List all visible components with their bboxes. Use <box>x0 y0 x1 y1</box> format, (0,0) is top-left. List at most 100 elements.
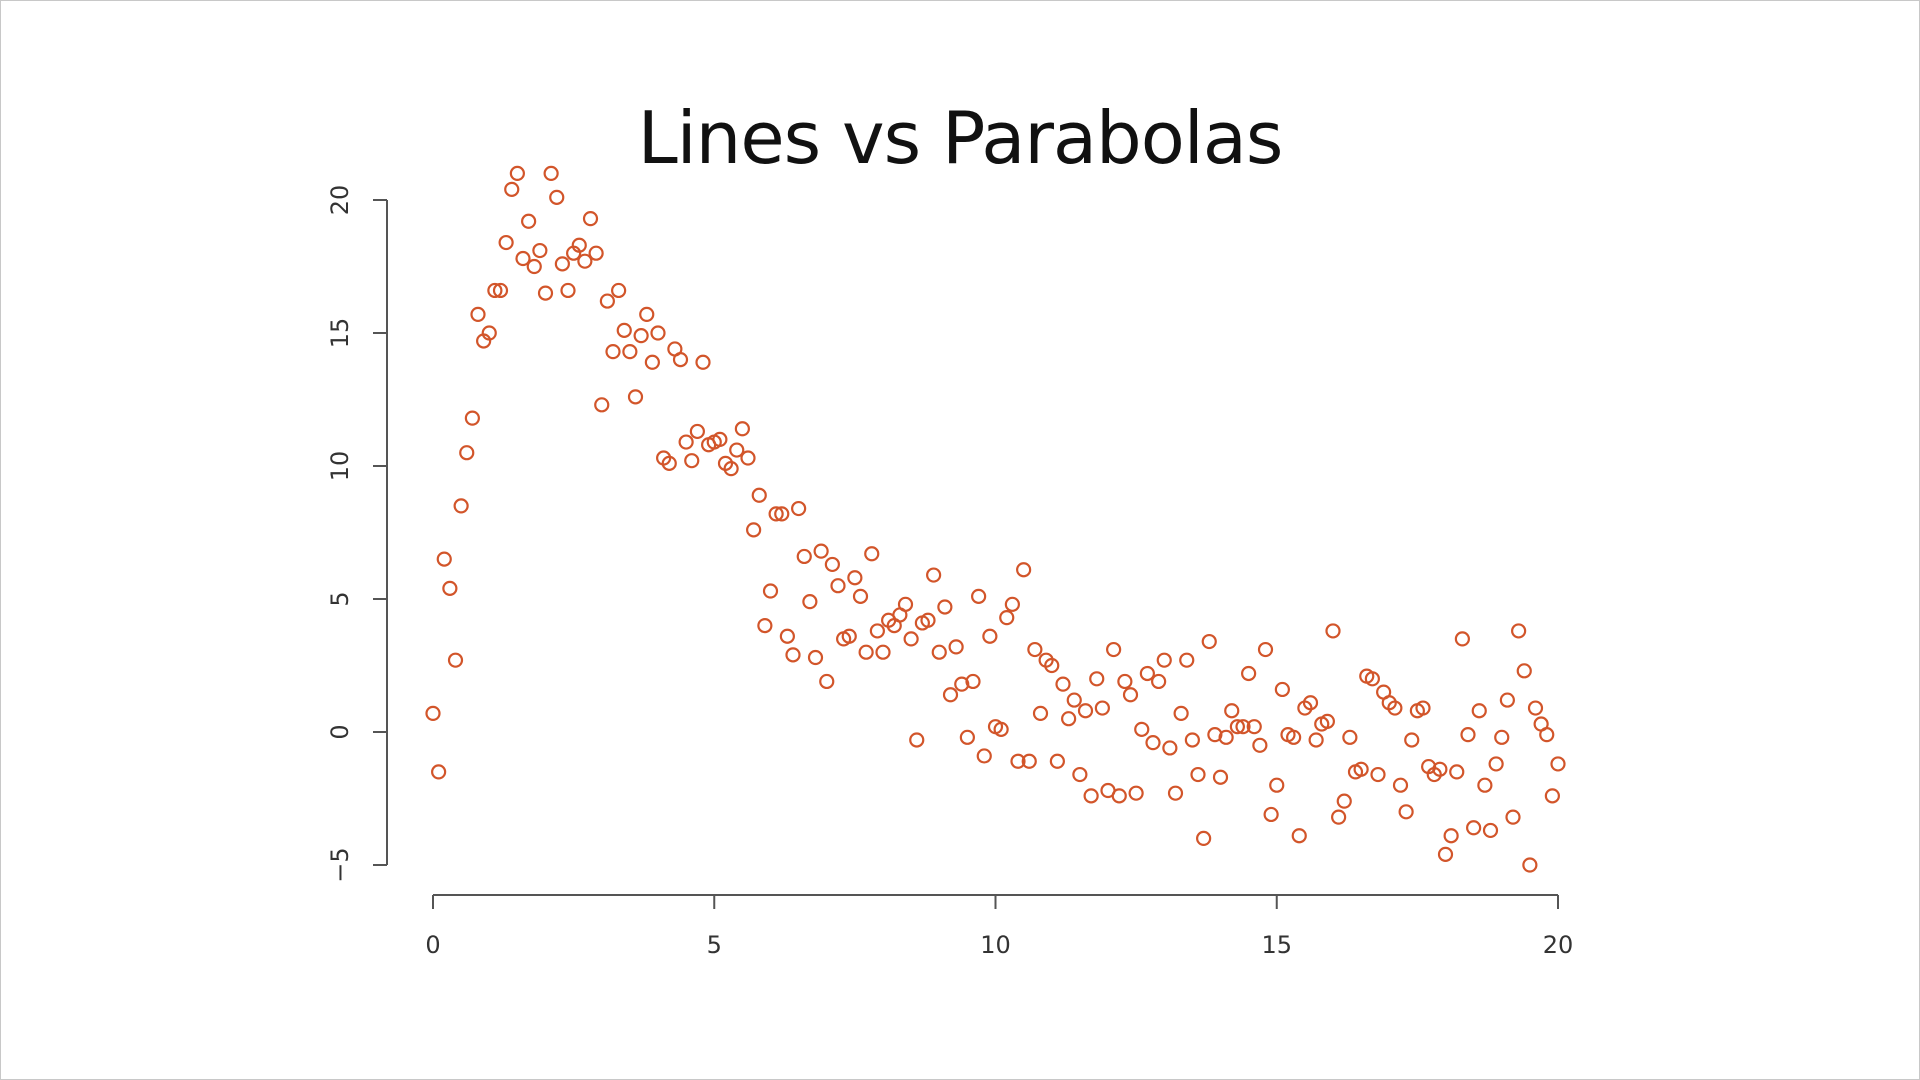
data-point <box>1291 828 1307 844</box>
data-point <box>1094 700 1110 716</box>
data-point <box>1201 633 1217 650</box>
data-point <box>1122 687 1139 703</box>
data-point <box>785 647 801 663</box>
data-point <box>1252 737 1268 753</box>
data-point <box>1173 705 1189 721</box>
chart-title: Lines vs Parabolas <box>637 96 1284 180</box>
data-point <box>453 498 469 514</box>
data-point <box>487 282 503 299</box>
data-point <box>847 570 863 586</box>
data-point <box>819 673 835 690</box>
data-point <box>734 421 750 437</box>
data-point <box>1415 700 1431 716</box>
data-point <box>425 705 441 721</box>
data-point <box>1494 729 1510 745</box>
data-point <box>1061 711 1077 727</box>
data-point <box>1331 809 1347 825</box>
data-point <box>791 500 807 517</box>
data-point <box>1539 727 1555 743</box>
data-point <box>504 181 520 197</box>
data-point <box>1449 764 1465 780</box>
data-point <box>1156 652 1172 668</box>
data-point <box>1077 703 1094 719</box>
data-point <box>1319 713 1335 729</box>
data-point <box>1505 809 1521 825</box>
data-point <box>1302 695 1319 711</box>
data-point <box>1139 665 1155 682</box>
data-point <box>1482 822 1499 839</box>
data-point <box>982 628 998 644</box>
data-point <box>521 213 537 229</box>
data-point <box>807 649 824 666</box>
data-point <box>1241 665 1257 682</box>
data-point <box>436 551 452 567</box>
data-point <box>864 546 880 562</box>
y-tick-label: 0 <box>326 724 354 739</box>
data-point <box>1477 777 1493 793</box>
data-point <box>464 410 480 426</box>
data-point <box>1432 761 1448 777</box>
data-point <box>644 354 660 370</box>
data-point <box>723 461 739 477</box>
data-point <box>1437 846 1454 862</box>
data-point <box>515 250 531 267</box>
x-tick-label: 5 <box>707 931 722 959</box>
data-point <box>948 639 964 655</box>
data-point <box>661 455 677 471</box>
data-point <box>1145 735 1161 751</box>
data-point <box>616 322 632 338</box>
data-point <box>1392 777 1409 793</box>
data-point <box>999 610 1015 626</box>
data-point <box>1066 692 1082 708</box>
data-point <box>897 596 914 612</box>
data-point <box>751 487 767 503</box>
data-point <box>611 282 627 299</box>
data-point <box>1016 562 1032 578</box>
x-tick-label: 0 <box>425 931 440 959</box>
data-point <box>1499 692 1515 708</box>
data-point <box>813 543 829 559</box>
data-point <box>1246 719 1262 735</box>
data-point <box>650 325 666 341</box>
data-point <box>1179 652 1195 668</box>
data-point <box>802 594 818 610</box>
data-point <box>560 282 576 299</box>
data-point <box>1550 756 1566 772</box>
data-point <box>549 189 565 205</box>
data-point <box>1032 705 1049 721</box>
y-tick-label: 5 <box>326 591 354 606</box>
data-point <box>1083 788 1099 804</box>
data-point <box>1511 623 1527 639</box>
data-point <box>757 617 773 634</box>
data-point <box>1049 753 1065 769</box>
data-point <box>1342 729 1358 745</box>
data-point <box>1308 732 1324 748</box>
data-point <box>470 306 486 322</box>
data-point <box>1151 673 1167 690</box>
data-point <box>1387 700 1403 716</box>
data-point <box>1190 766 1206 783</box>
x-tick-label: 15 <box>1261 931 1292 959</box>
y-tick-label: 10 <box>326 451 354 482</box>
data-point <box>481 325 497 341</box>
data-point <box>1336 793 1352 809</box>
data-point <box>746 522 762 538</box>
data-point <box>1235 719 1251 735</box>
data-point <box>1488 756 1504 772</box>
data-point <box>1072 766 1088 783</box>
data-point <box>537 285 554 301</box>
data-point <box>1089 671 1105 687</box>
data-point <box>1134 721 1150 737</box>
x-tick-label: 10 <box>980 931 1011 959</box>
data-point <box>447 652 464 668</box>
data-point <box>1544 788 1560 804</box>
data-point <box>599 293 615 309</box>
data-point <box>498 234 514 251</box>
data-point <box>920 612 936 628</box>
data-point <box>841 628 857 644</box>
data-point <box>1218 729 1234 745</box>
data-point <box>1128 785 1144 801</box>
data-point <box>976 748 992 764</box>
data-point <box>869 623 885 639</box>
